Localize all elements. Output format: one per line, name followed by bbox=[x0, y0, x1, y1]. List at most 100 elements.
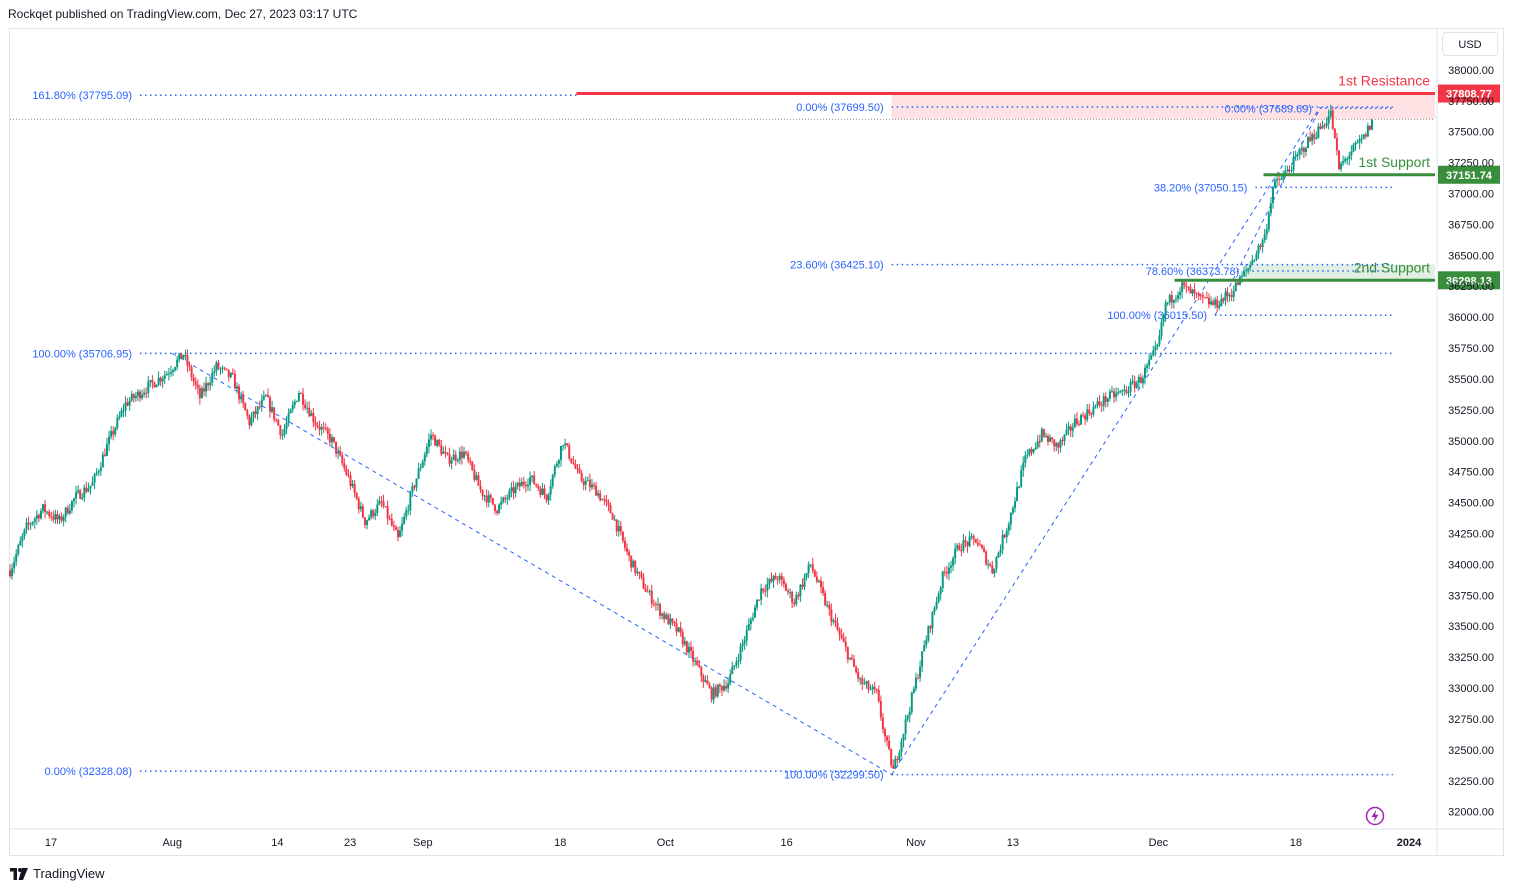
date-tick-label: Oct bbox=[657, 837, 674, 849]
fib-level-label: 78.60% (36373.78) bbox=[1146, 266, 1240, 278]
candle-body bbox=[1034, 447, 1037, 450]
candle-body bbox=[141, 394, 144, 399]
candle-body bbox=[661, 613, 664, 616]
price-tick-label: 37000.00 bbox=[1448, 189, 1494, 201]
candle-body bbox=[1263, 234, 1266, 241]
candle-body bbox=[1077, 423, 1080, 425]
candle-body bbox=[17, 545, 20, 554]
currency-selector[interactable]: USD bbox=[1442, 32, 1498, 56]
candle-body bbox=[943, 571, 946, 573]
candle-body bbox=[200, 388, 203, 399]
candle-body bbox=[1348, 155, 1351, 159]
price-tick-label: 35000.00 bbox=[1448, 436, 1494, 448]
candle-body bbox=[1222, 298, 1225, 301]
price-tick-label: 35500.00 bbox=[1448, 374, 1494, 386]
candle-body bbox=[122, 410, 125, 412]
candle-body bbox=[262, 396, 265, 400]
candle-body bbox=[1187, 286, 1190, 288]
candle-body bbox=[75, 492, 78, 499]
candle-body bbox=[483, 495, 486, 497]
candle-body bbox=[642, 577, 645, 589]
candle-body bbox=[1090, 413, 1093, 415]
candle-body bbox=[1319, 126, 1322, 129]
candle-body bbox=[1154, 346, 1157, 351]
candle-body bbox=[370, 510, 373, 518]
candle-body bbox=[1003, 534, 1006, 538]
candle-body bbox=[873, 686, 876, 690]
fib-level-label: 100.00% (36015.50) bbox=[1107, 310, 1207, 322]
candle-body bbox=[1296, 154, 1299, 156]
candle-body bbox=[25, 522, 28, 530]
candle-body bbox=[81, 497, 84, 499]
candle-body bbox=[1106, 398, 1109, 402]
candle-body bbox=[500, 501, 503, 505]
candle-body bbox=[1036, 441, 1039, 448]
candle-body bbox=[791, 592, 794, 603]
candle-body bbox=[68, 510, 71, 514]
candle-body bbox=[1115, 393, 1118, 398]
candle-body bbox=[343, 463, 346, 469]
candle-body bbox=[221, 367, 224, 369]
candle-body bbox=[475, 475, 478, 480]
date-tick-label: Sep bbox=[413, 837, 433, 849]
candle-body bbox=[1096, 401, 1099, 406]
candle-body bbox=[886, 736, 889, 741]
candle-body bbox=[952, 558, 955, 566]
candle-body bbox=[1160, 321, 1163, 336]
candle-body bbox=[659, 604, 662, 616]
candle-body bbox=[176, 359, 179, 368]
candle-body bbox=[209, 382, 212, 386]
candle-body bbox=[258, 406, 261, 408]
candle-body bbox=[1267, 213, 1270, 230]
candle-body bbox=[861, 678, 864, 684]
candle-body bbox=[1168, 295, 1171, 303]
candle-body bbox=[1137, 376, 1140, 383]
candle-body bbox=[279, 425, 282, 436]
candle-body bbox=[652, 603, 655, 605]
candle-body bbox=[287, 413, 290, 423]
candle-body bbox=[1340, 163, 1343, 169]
candle-body bbox=[1368, 125, 1371, 130]
candle-body bbox=[989, 564, 992, 566]
candle-body bbox=[640, 573, 643, 578]
candle-body bbox=[283, 429, 286, 435]
candle-body bbox=[1220, 298, 1223, 306]
candle-body bbox=[21, 536, 24, 542]
candle-body bbox=[465, 451, 468, 454]
candle-body bbox=[1197, 293, 1200, 295]
fib-level-label: 0.00% (37689.69) bbox=[1225, 103, 1312, 115]
candle-body bbox=[1193, 289, 1196, 294]
candle-body bbox=[217, 362, 220, 369]
fib-level-label: 100.00% (35706.95) bbox=[32, 348, 132, 360]
candle-body bbox=[809, 564, 812, 566]
candle-body bbox=[1232, 291, 1235, 297]
candle-body bbox=[361, 506, 364, 518]
candle-body bbox=[508, 490, 511, 499]
candle-body bbox=[415, 478, 418, 488]
footer-brand[interactable]: TradingView bbox=[10, 866, 105, 881]
candle-body bbox=[859, 678, 862, 680]
candle-body bbox=[830, 609, 833, 622]
bolt-icon[interactable] bbox=[1365, 806, 1385, 826]
candle-body bbox=[605, 499, 608, 502]
candle-body bbox=[1148, 359, 1151, 366]
candle-body bbox=[1185, 285, 1188, 287]
candle-body bbox=[593, 484, 596, 486]
candle-body bbox=[1127, 391, 1130, 393]
candle-body bbox=[584, 480, 587, 485]
candle-body bbox=[921, 651, 924, 667]
candle-body bbox=[178, 353, 181, 360]
candle-body bbox=[673, 621, 676, 624]
candle-body bbox=[865, 681, 868, 684]
candle-body bbox=[687, 646, 690, 653]
candle-body bbox=[56, 514, 59, 520]
candle-body bbox=[1030, 449, 1033, 453]
candle-body bbox=[417, 468, 420, 479]
candle-body bbox=[555, 463, 558, 467]
candle-body bbox=[1216, 299, 1219, 308]
candle-body bbox=[991, 565, 994, 574]
support-level-label: 2nd Support bbox=[1354, 259, 1430, 275]
candle-body bbox=[368, 517, 371, 521]
candle-body bbox=[79, 490, 82, 499]
